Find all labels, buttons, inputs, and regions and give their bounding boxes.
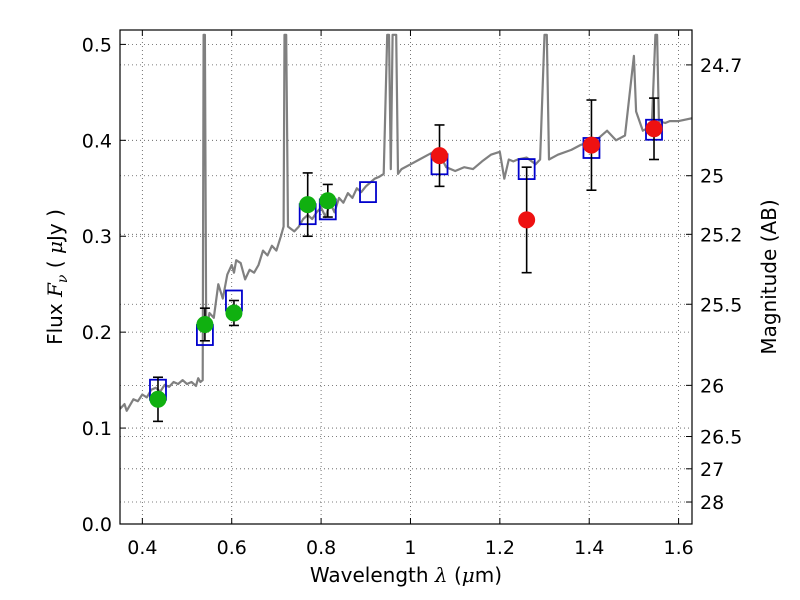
nir-point (431, 147, 449, 165)
x-tick-label: 0.8 (306, 537, 336, 559)
magnitude-tick-label: 27 (700, 459, 724, 481)
magnitude-tick-label: 25 (700, 166, 724, 188)
nir-point (582, 136, 600, 154)
axis-ticks: 0.4 0.6 0.8 1 1.2 1.4 1.6 0.0 0.1 0.2 0.3 0.4 0.5 24.… (82, 30, 742, 559)
y-tick-label: 0.0 (82, 514, 112, 536)
y-axis-label: Flux Fν ( μJy ) (43, 209, 71, 345)
magnitude-axis-label: Magnitude (AB) (757, 199, 781, 354)
optical-point (319, 192, 337, 210)
series-layer (120, 33, 692, 423)
optical-point (225, 304, 243, 322)
optical-point (196, 315, 214, 333)
model-sed-line (120, 33, 692, 412)
x-axis-label: Wavelength λ (μm) (310, 563, 502, 587)
magnitude-tick-label: 25.5 (700, 294, 742, 316)
optical-point (149, 390, 167, 408)
magnitude-tick-label: 26.5 (700, 427, 742, 449)
y-tick-label: 0.3 (82, 226, 112, 248)
x-tick-label: 0.4 (127, 537, 157, 559)
magnitude-tick-label: 25.2 (700, 224, 742, 246)
x-tick-label: 0.6 (217, 537, 247, 559)
x-tick-label: 1.4 (574, 537, 604, 559)
nir-point (645, 120, 663, 138)
y-tick-label: 0.1 (82, 418, 112, 440)
magnitude-tick-label: 28 (700, 492, 724, 514)
nir-point (518, 211, 536, 229)
y-tick-label: 0.4 (82, 130, 112, 152)
x-tick-label: 1.6 (663, 537, 693, 559)
magnitude-tick-label: 26 (700, 375, 724, 397)
optical-point (299, 196, 317, 214)
plot-area (120, 30, 692, 524)
x-tick-label: 1.2 (485, 537, 515, 559)
magnitude-tick-label: 24.7 (700, 55, 742, 77)
y-tick-label: 0.5 (82, 34, 112, 56)
model-photometry-square (359, 181, 377, 204)
plot-frame (119, 29, 693, 525)
x-tick-label: 1 (404, 537, 416, 559)
y-tick-label: 0.2 (82, 322, 112, 344)
